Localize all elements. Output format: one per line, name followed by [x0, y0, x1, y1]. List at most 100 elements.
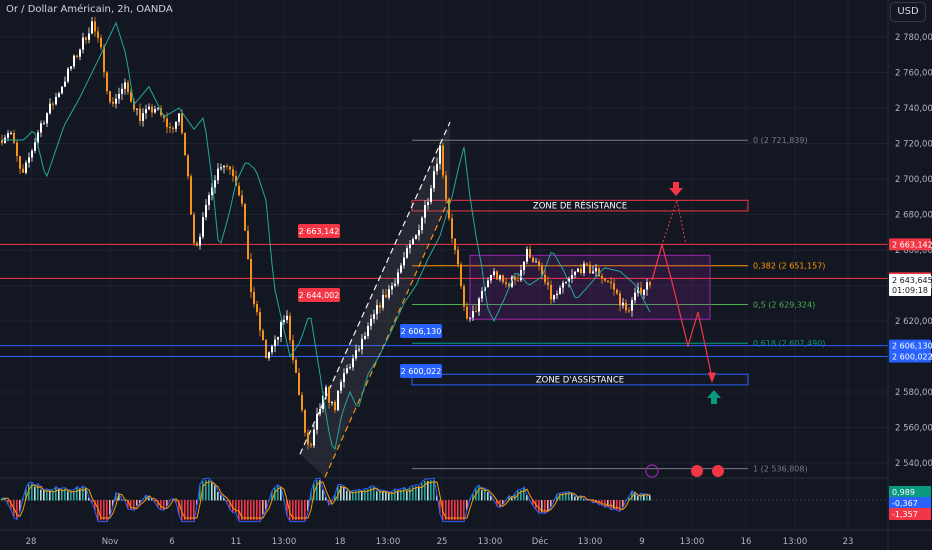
- candle-body: [385, 294, 387, 298]
- candle-body: [223, 165, 225, 168]
- current-price-label: 2 643,645: [892, 276, 932, 285]
- level-axis-label-background: [889, 238, 931, 251]
- oscillator-bar: [523, 488, 525, 501]
- oscillator-bar: [559, 493, 561, 501]
- oscillator-bar: [88, 497, 90, 501]
- candle-body: [361, 338, 363, 350]
- chart-price-tag: 2 606,130: [401, 327, 442, 336]
- candle-body: [559, 287, 561, 294]
- candle-body: [226, 165, 228, 167]
- candle-body: [439, 145, 441, 164]
- candle-body: [493, 271, 495, 275]
- fibonacci-retracement[interactable]: 0 (2 721,839) 0,382 (2 651,157) 0,5 (2 629…: [412, 136, 825, 474]
- candle-body: [421, 217, 423, 231]
- chart-price-tag-background: [400, 324, 442, 338]
- candle-body: [244, 203, 246, 231]
- oscillator-bar: [547, 500, 549, 511]
- oscillator-bar: [640, 493, 642, 501]
- price-zones[interactable]: ZONE DE RÉSISTANCE ZONE D'ASSISTANCE: [411, 200, 749, 386]
- time-axis[interactable]: 28 Nov 6 11 13:00 18 13:00 25 13:00 Déc 13:00 9 13:0…: [0, 529, 932, 547]
- oscillator-bar: [136, 500, 138, 506]
- fib-level-label: 0,618 (2 607,490): [753, 339, 825, 348]
- oscillator-bar: [466, 500, 468, 510]
- candle-body: [235, 176, 237, 186]
- candle-body: [541, 265, 543, 275]
- oscillator-bar: [1, 498, 3, 501]
- channel-lower-line: [324, 196, 451, 478]
- oscillator-bar: [43, 490, 45, 501]
- candle-body: [331, 401, 333, 403]
- candle-body: [367, 325, 369, 337]
- oscillator-bar: [109, 500, 111, 515]
- candle-body: [448, 199, 450, 219]
- trend-channel[interactable]: [299, 121, 451, 478]
- candle-body: [145, 109, 147, 114]
- zone-label: ZONE D'ASSISTANCE: [536, 376, 624, 386]
- candle-body: [229, 166, 231, 170]
- oscillator-bar: [379, 490, 381, 501]
- oscillator-bar: [343, 486, 345, 501]
- candle-body: [328, 387, 330, 403]
- candle-body: [451, 218, 453, 239]
- oscillator-bar: [592, 500, 594, 503]
- oscillator-bar: [52, 490, 54, 501]
- candle-body: [619, 293, 621, 306]
- bullish-projection-path: [651, 198, 687, 281]
- candle-body: [394, 283, 396, 286]
- candle-body: [76, 55, 78, 57]
- oscillator-bar: [244, 500, 246, 521]
- candle-body: [304, 410, 306, 433]
- candle-body: [358, 349, 360, 351]
- candle-body: [502, 275, 504, 283]
- candle-body: [259, 312, 261, 331]
- oscillator-bar: [484, 488, 486, 501]
- price-tick-label: 2 760,000: [895, 69, 932, 79]
- oscillator-bar: [448, 500, 450, 521]
- oscillator-bar: [190, 500, 192, 521]
- candle-body: [388, 289, 390, 298]
- oscillator-bar: [100, 500, 102, 521]
- candle-body: [202, 217, 204, 237]
- oscillator-bar: [19, 500, 21, 512]
- candle-body: [166, 118, 168, 128]
- candle-body: [613, 283, 615, 290]
- candle-body: [130, 92, 132, 102]
- oscillator-bar: [55, 487, 57, 501]
- oscillator-bar: [463, 500, 465, 521]
- time-tick-label: Nov: [102, 537, 119, 547]
- oscillator-bar: [646, 494, 648, 501]
- oscillator-bar: [193, 500, 195, 521]
- candle-body: [547, 282, 549, 285]
- price-tick-label: 2 780,000: [895, 33, 932, 43]
- fib-level-label: 0 (2 721,839): [753, 136, 808, 145]
- currency-button[interactable]: USD: [890, 2, 926, 22]
- candle-body: [283, 319, 285, 323]
- oscillator-value-label-background: [889, 486, 931, 498]
- candle-body: [19, 156, 21, 169]
- oscillator-bar: [310, 492, 312, 501]
- candle-body: [196, 243, 198, 246]
- oscillator-bar: [307, 500, 309, 512]
- oscillator-bar: [391, 492, 393, 501]
- candle-body: [646, 282, 648, 290]
- oscillator-bar: [82, 486, 84, 501]
- oscillator-bar: [115, 493, 117, 501]
- oscillator-bar: [613, 500, 615, 509]
- oscillator-bar: [358, 490, 360, 501]
- candle-body: [496, 271, 498, 280]
- price-tick-label: 2 720,000: [895, 140, 932, 150]
- horizontal-levels[interactable]: [0, 243, 888, 357]
- arrow-up-icon: [707, 390, 721, 404]
- candle-body: [103, 47, 105, 73]
- oscillator-bar: [61, 489, 63, 501]
- candle-body: [100, 37, 102, 48]
- oscillator-bar: [436, 495, 438, 501]
- candle-body: [403, 257, 405, 266]
- oscillator-bar: [259, 500, 261, 521]
- candle-body: [454, 238, 456, 250]
- candle-body: [544, 274, 546, 283]
- candle-body: [49, 103, 51, 114]
- oscillator-bar: [10, 500, 12, 510]
- chart-price-tag-background: [298, 288, 340, 302]
